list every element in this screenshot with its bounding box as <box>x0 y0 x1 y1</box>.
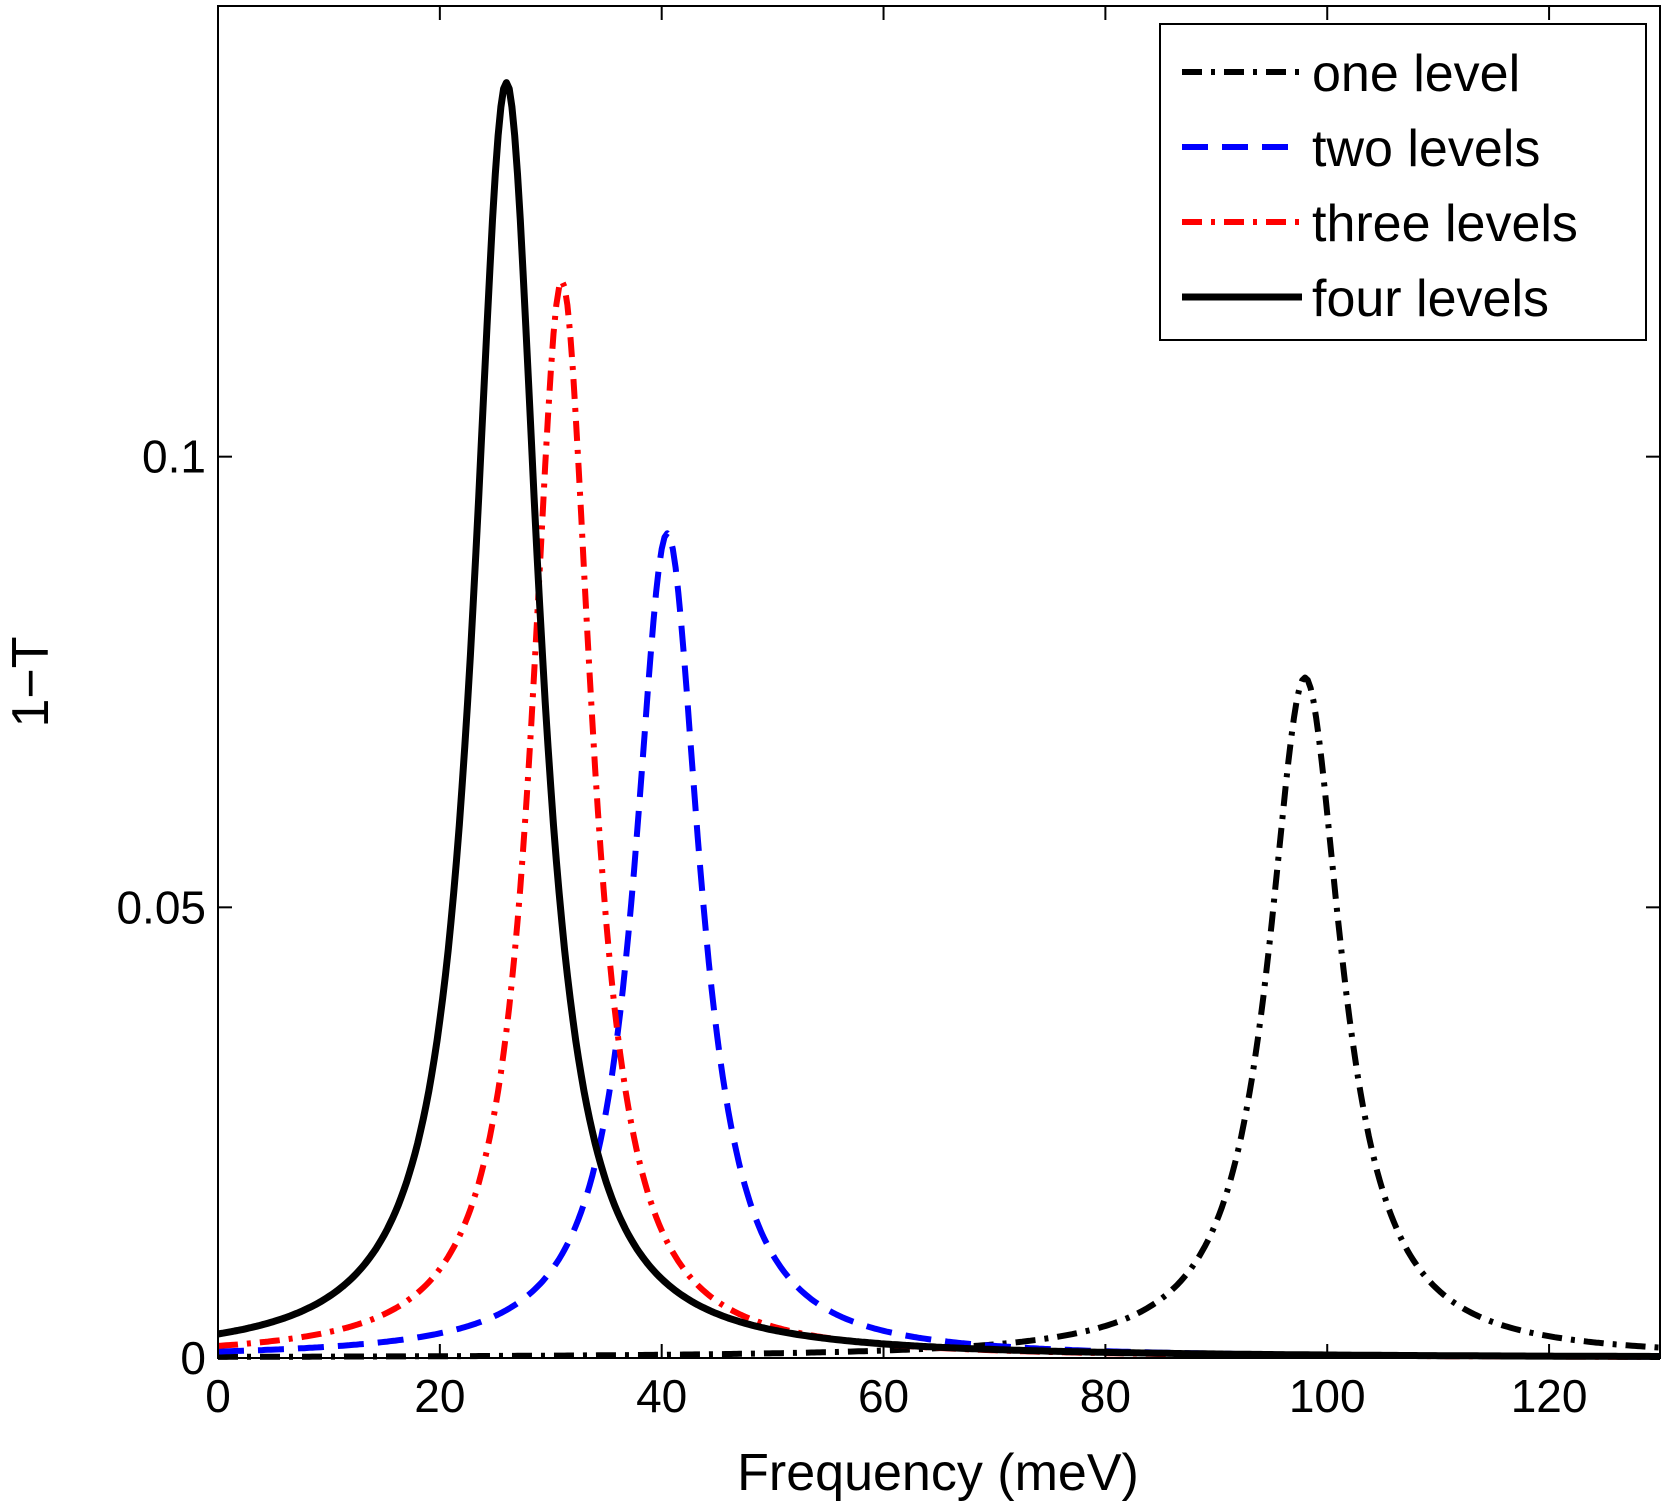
x-tick-label: 80 <box>1080 1370 1131 1422</box>
legend-label: three levels <box>1312 195 1578 253</box>
x-tick-label: 60 <box>858 1370 909 1422</box>
legend-box <box>1159 23 1647 341</box>
axes-box <box>217 5 1661 1359</box>
x-tick-label: 120 <box>1511 1370 1588 1422</box>
legend: one level two levels three levels four leve… <box>1159 23 1647 341</box>
x-axis: 0 20 40 60 80 100 120 <box>205 6 1587 1422</box>
series-line-2 <box>217 530 1661 1360</box>
x-tick-label: 20 <box>414 1370 465 1422</box>
legend-label: two levels <box>1312 120 1540 178</box>
y-axis-label: 1−T <box>2 636 60 727</box>
series-line-4 <box>217 79 1661 1360</box>
x-tick-label: 40 <box>636 1370 687 1422</box>
legend-label: four levels <box>1312 270 1549 328</box>
legend-label: one level <box>1312 45 1520 103</box>
y-tick-label: 0.05 <box>116 881 206 933</box>
x-tick-label: 0 <box>205 1370 231 1422</box>
curves-layer <box>217 79 1661 1360</box>
x-axis-label: Frequency (meV) <box>737 1444 1139 1502</box>
y-tick-label: 0 <box>180 1332 206 1384</box>
y-axis: 0 0.05 0.1 <box>116 431 1660 1384</box>
y-tick-label: 0.1 <box>142 431 206 483</box>
x-tick-label: 100 <box>1289 1370 1366 1422</box>
